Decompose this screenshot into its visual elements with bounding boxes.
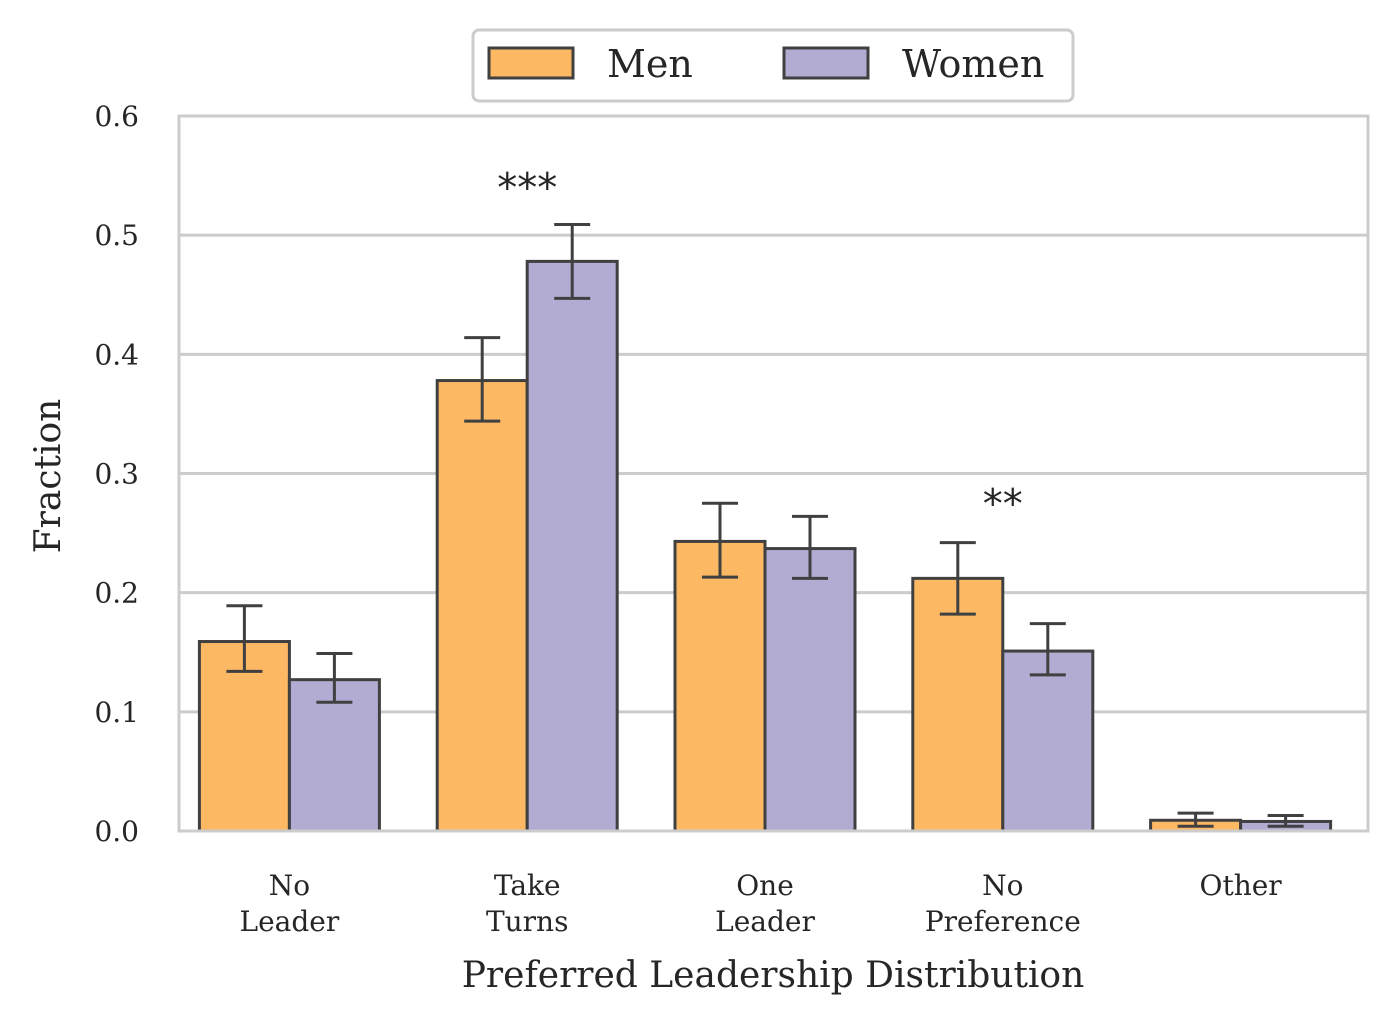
legend-frame [471, 28, 1075, 103]
y-tick-label: 0.6 [94, 100, 139, 133]
x-category-label-line: Take [494, 869, 561, 902]
x-category-label-line: Other [1199, 869, 1282, 902]
bars [197, 259, 1333, 833]
bar-men [673, 539, 767, 833]
y-tick-label: 0.5 [94, 219, 139, 252]
y-axis-title: Fraction [28, 399, 69, 554]
x-category-label-line: Turns [486, 905, 569, 938]
bar-men [197, 640, 291, 833]
x-category-label: One Leader [715, 869, 815, 938]
bar-men [911, 576, 1005, 833]
legend-swatch-men [487, 46, 575, 80]
bar-women [763, 547, 857, 833]
error-bars [226, 222, 1304, 828]
x-category-label-line: No [269, 869, 310, 902]
significance-marker: *** [497, 166, 557, 212]
plot-frame [177, 114, 1370, 833]
x-category-label: No Leader [240, 869, 340, 938]
grid-lines [179, 233, 1368, 714]
y-tick-label: 0.4 [94, 338, 139, 371]
y-tick-label: 0.2 [94, 577, 139, 610]
y-tick-label: 0.0 [94, 815, 139, 848]
x-category-label: Other [1199, 869, 1282, 902]
x-category-label-line: No [982, 869, 1023, 902]
x-category-label: No Preference [925, 869, 1081, 938]
x-category-label-line: Preference [925, 905, 1081, 938]
bar-men [435, 379, 529, 833]
legend-label-men: Men [607, 42, 693, 86]
x-category-label-line: One [736, 869, 794, 902]
x-category-label-line: Leader [240, 905, 340, 938]
legend-label-women: Women [902, 42, 1044, 86]
x-category-label: Take Turns [486, 869, 569, 938]
x-axis-title: Preferred Leadership Distribution [462, 955, 1085, 996]
y-tick-labels: 0.0 0.1 0.2 0.3 0.4 0.5 0.6 [94, 100, 139, 848]
legend-swatch-women [782, 46, 870, 80]
x-category-label-line: Leader [715, 905, 815, 938]
significance-marker: ** [983, 481, 1023, 527]
bar-women [1001, 649, 1095, 833]
y-tick-label: 0.1 [94, 696, 139, 729]
bar-women [525, 259, 619, 833]
significance-markers: ***** [497, 166, 1023, 528]
y-tick-label: 0.3 [94, 458, 139, 491]
legend: Men Women [471, 28, 1075, 103]
bar-women [287, 678, 381, 833]
